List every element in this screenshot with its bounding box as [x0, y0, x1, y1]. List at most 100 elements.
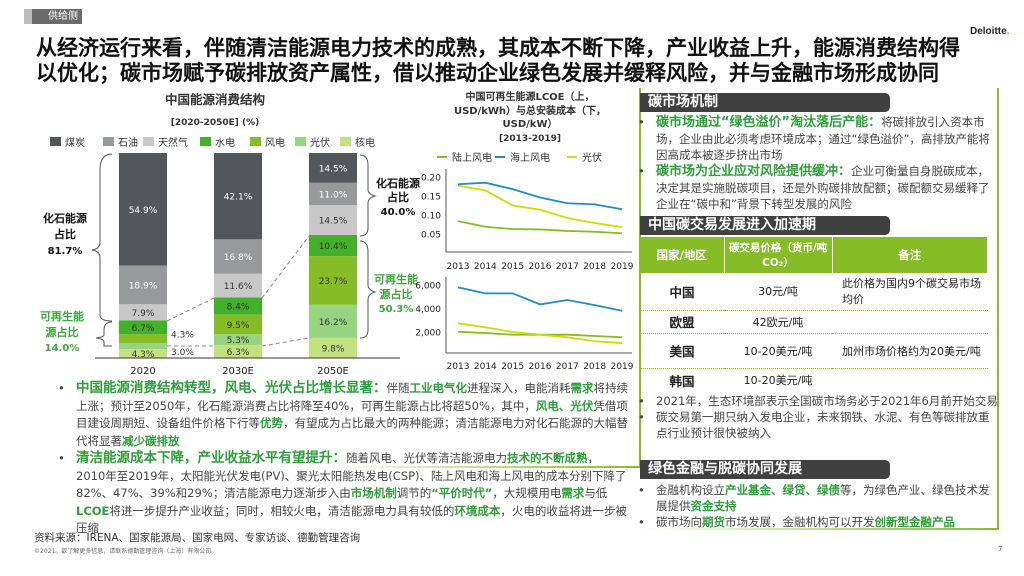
bar-segment [309, 304, 357, 338]
bar-segment [214, 297, 262, 315]
annotation-label: 14.0% [45, 343, 80, 354]
bar-segment [119, 349, 167, 358]
annotation-label: 40.0% [381, 207, 416, 218]
price-cell: 30元/吨 [724, 273, 832, 311]
legend-swatch [250, 137, 261, 146]
renew-bracket-2050 [359, 240, 377, 339]
bar-segment [119, 334, 167, 344]
highlight-text: 创新型金融产品 [874, 515, 956, 529]
series-line [457, 220, 623, 235]
right-panel-border [997, 88, 999, 530]
bar-value-label: 6.7% [132, 324, 155, 334]
title-line-1: 从经济运行来看，伴随清洁能源电力技术的成熟，其成本不断下降，产业收益上升，能源消… [36, 37, 960, 60]
bullet-text: ，2010年至2019年，太阳能光伏发电(PV)、聚光太阳能热发电(CSP)、陆… [76, 451, 627, 500]
highlight-text: “平价时代” [431, 486, 493, 500]
bar-value-label: 5.3% [227, 336, 250, 346]
bar-segment [214, 153, 262, 240]
annotation-label: 源占比 [380, 287, 413, 301]
highlight-text: 风电、光伏 [535, 398, 594, 413]
bullet-item: 碳市场为企业应对风险提供缓冲：企业可衡量自身脱碳成本，决定其是实施脱碳项目，还是… [636, 163, 998, 212]
bullet-text: 调节的 [396, 486, 432, 500]
region-cell: 欧盟 [640, 310, 724, 334]
lcoe-chart: 中国可再生能源LCOE（上， USD/kWh）与总安装成本（下， USD/kW）… [415, 90, 633, 372]
note-cell: 加州市场价格约为20美元/吨 [832, 333, 988, 369]
y-tick-label: 6,000 [415, 282, 441, 292]
deloitte-logo: Deloitte. [970, 26, 1010, 37]
bullet-lead: 清洁能源成本下降，产业收益水平有望提升： [76, 450, 346, 466]
bar-segment [309, 337, 357, 358]
bar-segment [214, 345, 262, 358]
bar-value-label: 11.6% [224, 282, 253, 292]
green-finance-header: 绿色金融与脱碳协同发展 [640, 460, 890, 479]
logo-text: Deloitte [970, 26, 1007, 37]
bullet-item: 中国能源消费结构转型，风电、光伏占比增长显著：伴随工业电气化进程深入，电能消耗需… [56, 380, 628, 450]
carbon-mechanism-header: 碳市场机制 [640, 93, 890, 112]
bar-value-label: 16.8% [224, 253, 253, 263]
bar-segment [119, 304, 167, 321]
x-tick-label: 2016 [529, 262, 552, 272]
bar-segment [119, 343, 167, 350]
bullet-item: 碳交易第一期只纳入发电企业，未来钢铁、水泥、有色等碳排放重点行业预计很快被纳入 [636, 409, 998, 441]
bullet-text: ，火电的收益将进一步被压缩 [76, 503, 627, 536]
x-tick-label: 2015 [501, 262, 524, 272]
series-line [457, 181, 623, 211]
bullet-text: 凭借项目建设周期短、设备组件价格下行等 [76, 398, 628, 431]
table-row: 韩国 10-20美元/吨 [640, 368, 988, 392]
legend-swatch [340, 137, 351, 146]
legend-label: 陆上风电 [452, 151, 492, 164]
page-title: 从经济运行来看，伴随清洁能源电力技术的成熟，其成本不断下降，产业收益上升，能源消… [36, 36, 996, 86]
source-note: 资料来源：IRENA、国家能源局、国家电网、专家访谈、德勤管理咨询 [34, 532, 361, 544]
carbon-price-table: 国家/地区 碳交易价格（货币/吨CO₂） 备注 中国 30元/吨 此价格为国内9个碳… [640, 237, 988, 392]
x-tick-label: 2050E [317, 366, 349, 377]
energy-chart-title: 中国能源消费结构 [165, 92, 265, 107]
legend-label: 石油 [118, 136, 138, 149]
annotation-label: 化石能源 [376, 176, 420, 190]
price-cell: 42欧元/吨 [724, 310, 832, 334]
legend-swatch [143, 137, 154, 146]
connector-lines [166, 235, 310, 347]
x-tick-label: 2014 [474, 362, 497, 372]
x-tick-label: 2013 [447, 362, 470, 372]
series-line [457, 184, 623, 229]
bar-segment [309, 153, 357, 183]
annotation-label: 81.7% [48, 246, 83, 257]
bar-segment [309, 205, 357, 235]
table-row: 中国 30元/吨 此价格为国内9个碳交易市场均价 [640, 273, 988, 311]
bar-segment [119, 153, 167, 266]
col-region: 国家/地区 [640, 237, 725, 273]
bullet-item: 碳市场通过“绿色溢价”淘汰落后产能：将碳排放引入资本市场，企业由此必须考虑环境成… [636, 114, 998, 163]
bar-value-label: 54.9% [129, 206, 158, 216]
highlight-text: 期货 [702, 515, 725, 529]
fossil-bracket-2050 [359, 154, 377, 237]
bullet-text: 碳交易第一期只纳入发电企业，未来钢铁、水泥、有色等碳排放重点行业预计很快被纳入 [656, 410, 990, 440]
bar-value-label: 3.0% [171, 348, 194, 358]
bar-segment [214, 334, 262, 346]
highlight-text: 工业电气化 [409, 381, 468, 395]
annotation-label: 50.3% [379, 304, 414, 315]
bar-value-label: 8.4% [227, 303, 250, 313]
series-line [457, 322, 623, 344]
annotation-label: 可再生能 [374, 272, 418, 286]
bar-value-label: 4.3% [132, 350, 155, 360]
y-tick-label: 0.20 [421, 174, 441, 184]
annotation-label: 占比 [387, 190, 409, 204]
bullet-item: 2021年，生态环境部表示全国碳市场务必于2021年6月前开始交易 [636, 393, 998, 409]
bullet-text: ，有望成为占比最大的两种能源；清洁能源电力对化石能源的大幅替代将显著 [76, 416, 628, 448]
carbon-trading-bullets: 2021年，生态环境部表示全国碳市场务必于2021年6月前开始交易碳交易第一期只… [636, 393, 998, 441]
x-tick-label: 2019 [611, 362, 634, 372]
bullet-text: 进程深入，电能消耗 [467, 381, 571, 395]
bullet-text: 将碳排放引入资本市场，企业由此必须考虑环境成本；通过“绿色溢价”，高排放产能将因… [656, 115, 990, 162]
page-number: 7 [998, 545, 1003, 553]
highlight-text: 产业基金、绿贷、绿债 [725, 483, 840, 497]
fossil-bracket-2020 [91, 153, 113, 322]
legend-label: 海上风电 [510, 151, 550, 164]
highlight-text: 资金支持 [690, 499, 737, 513]
legend-label: 核电 [355, 136, 375, 149]
bullet-text: 市场发展，金融机构可以开发 [725, 515, 875, 529]
legend-swatch [295, 137, 306, 146]
left-bullets: 中国能源消费结构转型，风电、光伏占比增长显著：伴随工业电气化进程深入，电能消耗需… [56, 380, 628, 538]
x-tick-label: 2014 [474, 262, 497, 272]
bar-value-label: 18.9% [129, 281, 158, 291]
bar-value-label: 23.7% [319, 277, 348, 287]
bar-segment [214, 239, 262, 274]
